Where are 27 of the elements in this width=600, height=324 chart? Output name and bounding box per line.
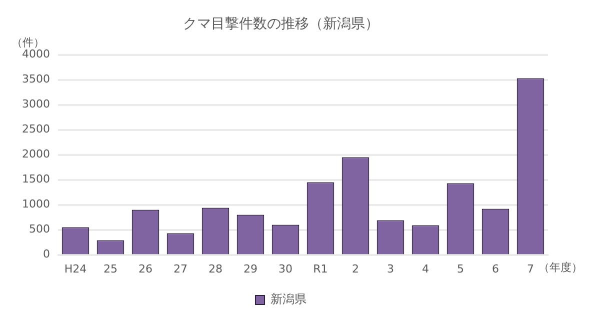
y-tick-label: 2000: [22, 148, 50, 161]
x-tick-label: 6: [492, 262, 499, 276]
chart-title: クマ目撃件数の推移（新潟県）: [183, 16, 379, 32]
x-tick-label: H24: [64, 262, 87, 276]
y-tick-label: 1500: [22, 172, 50, 186]
y-tick-label: 0: [42, 248, 50, 261]
x-tick-label: 2: [352, 262, 359, 276]
legend-label: 新潟県: [270, 292, 306, 306]
x-tick-label: 3: [387, 262, 394, 276]
x-tick-label: 26: [138, 262, 152, 276]
x-axis-title: （年度）: [538, 261, 582, 274]
x-tick-label: 28: [208, 262, 222, 276]
y-tick-label: 4000: [22, 48, 50, 61]
x-tick-label: 27: [173, 262, 188, 276]
y-tick-label: 2500: [22, 122, 50, 136]
x-tick-label: 4: [422, 262, 429, 276]
x-tick-label: 5: [457, 262, 464, 276]
x-tick-label: 29: [243, 262, 258, 276]
x-tick-label: 25: [103, 262, 118, 276]
y-axis-title: （件）: [12, 36, 44, 50]
y-tick-label: 3000: [22, 98, 50, 111]
x-tick-label: 7: [527, 262, 534, 276]
x-tick-label: 30: [278, 262, 292, 276]
y-tick-label: 1000: [22, 198, 50, 211]
x-tick-label: R1: [313, 262, 328, 276]
y-tick-label: 500: [28, 222, 50, 236]
y-tick-label: 3500: [22, 72, 50, 86]
